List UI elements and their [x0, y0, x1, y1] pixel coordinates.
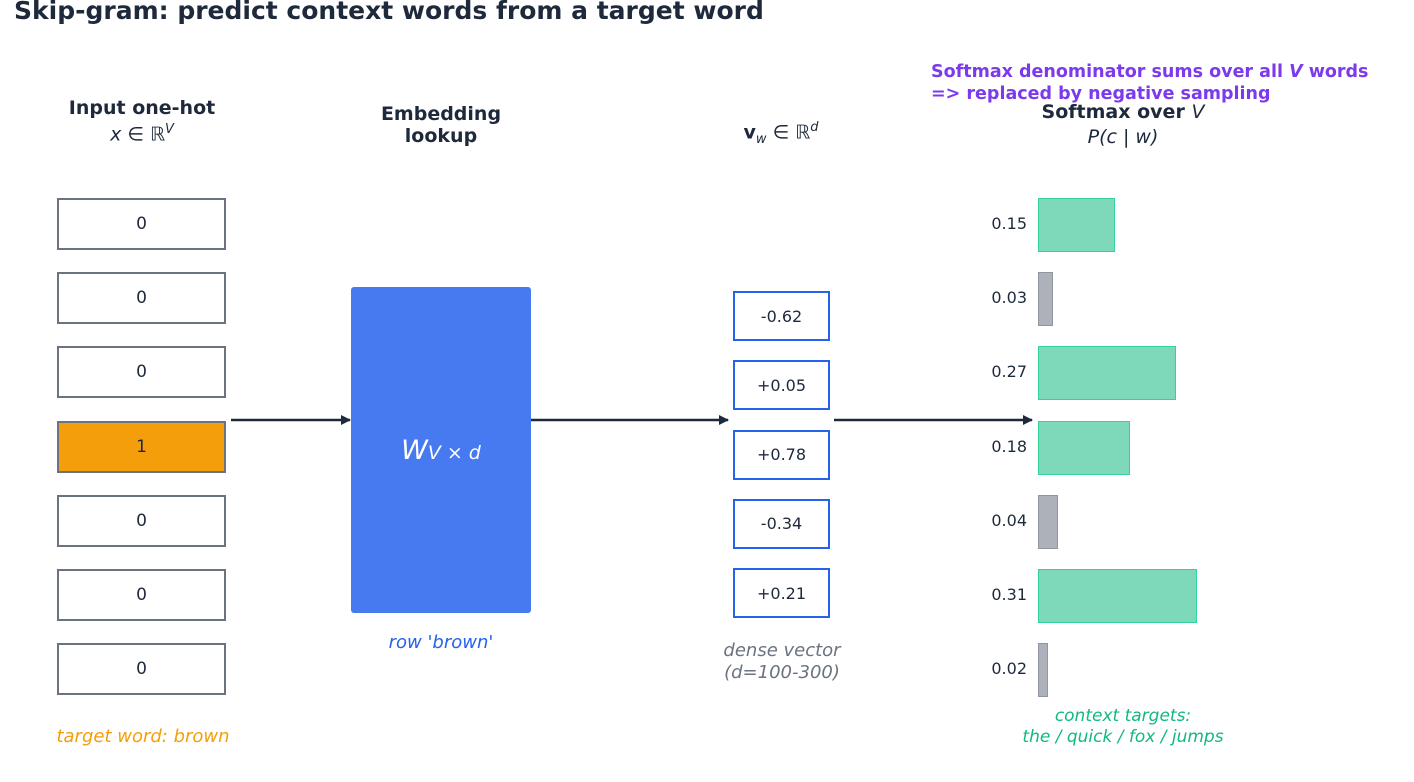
probability-bar-context — [1038, 420, 1130, 475]
probability-bar — [1038, 272, 1053, 327]
probability-label: 0.04 — [991, 510, 1027, 530]
matrix-label: W — [401, 434, 428, 466]
vector-entry: +0.05 — [733, 360, 830, 411]
one-hot-cell: 0 — [57, 643, 226, 696]
negative-sampling-note: Softmax denominator sums over all V word… — [931, 61, 1368, 105]
one-hot-cell: 0 — [57, 346, 226, 399]
input-header: Input one-hot — [68, 97, 216, 119]
probability-bar-context — [1038, 346, 1176, 401]
vector-entry: -0.34 — [733, 498, 830, 549]
page-title: Skip-gram: predict context words from a … — [14, 0, 764, 25]
embedding-header: Embedding lookup — [380, 103, 502, 147]
one-hot-cell: 0 — [57, 198, 226, 250]
probability-label: 0.18 — [991, 436, 1027, 456]
probability-label: 0.15 — [991, 214, 1027, 233]
one-hot-cell-active: 1 — [57, 420, 226, 473]
note-line-2: => replaced by negative sampling — [931, 84, 1271, 104]
vector-caption: dense vector (d=100-300) — [723, 640, 841, 683]
probability-label: 0.27 — [991, 362, 1027, 382]
probability-bar-context — [1038, 569, 1197, 623]
vector-entry: -0.62 — [733, 291, 830, 341]
one-hot-cell: 0 — [57, 272, 226, 325]
embedding-caption: row 'brown' — [388, 632, 494, 653]
probability-bar — [1038, 494, 1058, 549]
vector-entry: +0.21 — [733, 568, 830, 619]
one-hot-cell: 0 — [57, 494, 226, 547]
vector-entry: +0.78 — [733, 429, 830, 480]
softmax-subheader: P(c | w) — [1087, 126, 1159, 148]
vector-header: vw ∈ ℝd — [743, 120, 819, 148]
probability-bar-context — [1038, 198, 1115, 252]
target-word-caption: target word: brown — [56, 726, 230, 747]
probability-label: 0.31 — [991, 585, 1027, 604]
note-line-1: Softmax denominator sums over all V word… — [931, 62, 1369, 82]
input-subheader: x ∈ ℝV — [110, 122, 174, 146]
probability-bar — [1038, 643, 1048, 698]
probability-label: 0.03 — [991, 288, 1027, 308]
matrix-subscript: V × d — [427, 442, 481, 464]
one-hot-cell: 0 — [57, 569, 226, 621]
softmax-header: Softmax over V — [1041, 101, 1205, 123]
context-caption: context targets: the / quick / fox / jum… — [1022, 706, 1224, 747]
probability-label: 0.02 — [991, 659, 1027, 679]
